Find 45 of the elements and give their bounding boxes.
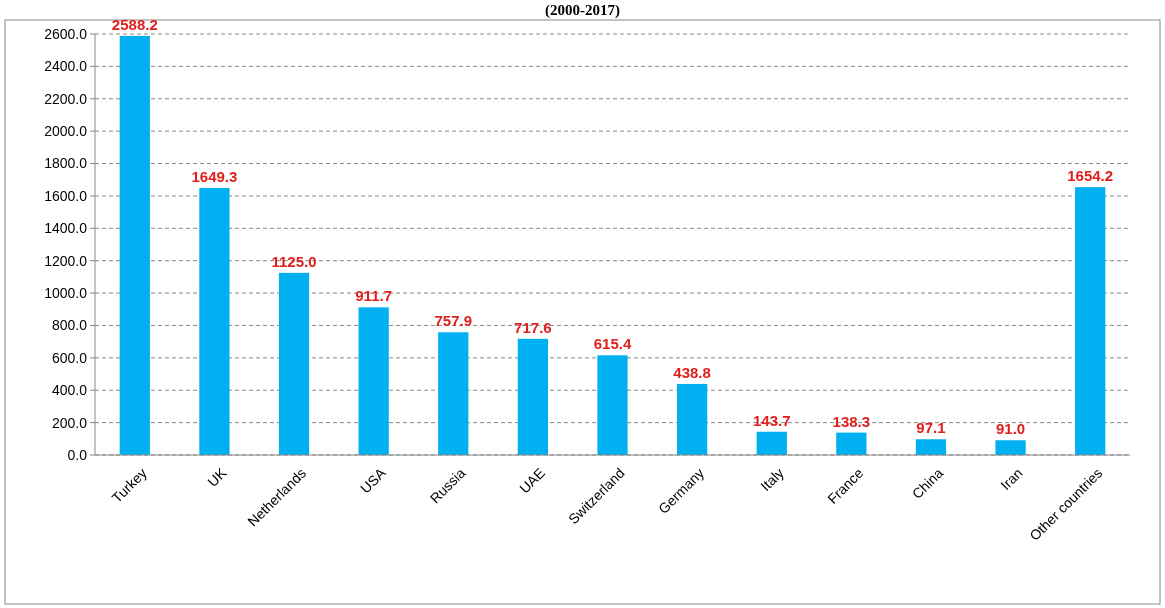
- y-tick-label: 2000.0: [44, 123, 88, 140]
- bar: [1075, 187, 1106, 455]
- data-label: 438.8: [673, 363, 711, 381]
- bar: [358, 307, 389, 455]
- data-label: 1649.3: [191, 167, 238, 185]
- x-tick-label: Iran: [997, 464, 1026, 494]
- bar: [438, 332, 469, 455]
- y-tick-label: 200.0: [51, 414, 88, 431]
- bar: [756, 431, 787, 455]
- data-label: 615.4: [593, 335, 632, 353]
- bar: [676, 383, 708, 455]
- bar: [995, 440, 1026, 455]
- y-tick-label: 800.0: [51, 317, 88, 334]
- bar: [597, 355, 628, 455]
- x-tick-label: USA: [357, 464, 390, 497]
- data-label: 1125.0: [271, 252, 317, 270]
- data-label: 1654.2: [1067, 167, 1114, 185]
- y-tick-label: 600.0: [51, 349, 88, 366]
- data-label: 911.7: [355, 287, 393, 305]
- y-tick-label: 400.0: [51, 382, 88, 399]
- y-tick-label: 2200.0: [44, 90, 88, 107]
- data-label: 757.9: [434, 312, 473, 330]
- data-label: 97.1: [916, 419, 946, 437]
- bar: [119, 35, 150, 455]
- bar: [199, 187, 230, 455]
- data-label: 717.6: [514, 318, 552, 336]
- y-tick-label: 1600.0: [44, 187, 88, 204]
- y-tick-label: 0.0: [67, 446, 88, 463]
- data-label: 91.0: [995, 420, 1026, 438]
- y-tick-label: 1000.0: [44, 284, 88, 301]
- bar: [278, 272, 310, 455]
- y-tick-label: 2600.0: [44, 25, 88, 42]
- y-tick-label: 2400.0: [44, 58, 88, 75]
- y-tick-label: 1800.0: [44, 155, 88, 172]
- data-label: 2588.2: [111, 15, 158, 33]
- bar: [517, 338, 549, 455]
- chart-title: (2000-2017): [545, 2, 620, 19]
- bar: [915, 439, 947, 455]
- bar: [836, 432, 867, 455]
- x-tick-label: UK: [204, 464, 230, 490]
- y-tick-label: 1400.0: [44, 220, 88, 237]
- data-label: 138.3: [832, 412, 871, 430]
- x-tick-label: Italy: [757, 464, 787, 495]
- y-tick-label: 1200.0: [44, 252, 88, 269]
- data-label: 143.7: [752, 411, 791, 429]
